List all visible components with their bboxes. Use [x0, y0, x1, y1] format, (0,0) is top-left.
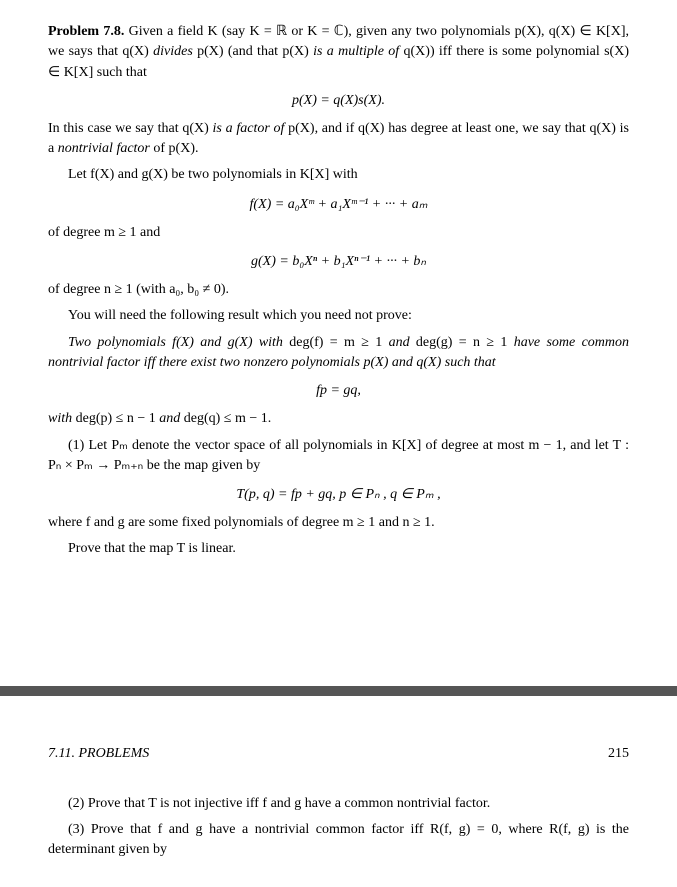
equation-fp-gq: fp = gq, [48, 383, 629, 399]
para-part-3: (3) Prove that f and g have a nontrivial… [48, 820, 629, 861]
term-factor-of: is a factor of [213, 121, 285, 136]
equation-f: f(X) = a₀Xᵐ + a₁Xᵐ⁻¹ + ··· + aₘ [48, 196, 629, 213]
section-title: 7.11. PROBLEMS [48, 746, 149, 762]
term-nontrivial-factor: nontrivial factor [58, 141, 150, 156]
with-math-2: deg(q) ≤ m − 1. [180, 411, 271, 426]
term-multiple-of: is a multiple of [313, 44, 399, 59]
para-need-result: You will need the following result which… [48, 306, 629, 326]
with-math-1: deg(p) ≤ n − 1 [72, 411, 159, 426]
text-run: of p(X). [150, 141, 199, 156]
para-lemma: Two polynomials f(X) and g(X) with deg(f… [48, 333, 629, 374]
text-run: In this case we say that q(X) [48, 121, 213, 136]
page-2: 7.11. PROBLEMS 215 (2) Prove that T is n… [0, 696, 677, 887]
para-degree-n: of degree n ≥ 1 (with a₀, b₀ ≠ 0). [48, 280, 629, 300]
term-divides: divides [153, 44, 193, 59]
para-let: Let f(X) and g(X) be two polynomials in … [48, 165, 629, 185]
problem-statement-1: Problem 7.8. Given a field K (say K = ℝ … [48, 22, 629, 83]
para-part-2: (2) Prove that T is not injective iff f … [48, 794, 629, 814]
with-text-1: with [48, 411, 72, 426]
page-number: 215 [608, 746, 629, 762]
lemma-math-2: deg(g) = n ≥ 1 [410, 335, 514, 350]
text-run: p(X) (and that p(X) [193, 44, 313, 59]
page-header: 7.11. PROBLEMS 215 [48, 746, 629, 762]
para-prove-linear: Prove that the map T is linear. [48, 539, 629, 559]
para-with-deg: with deg(p) ≤ n − 1 and deg(q) ≤ m − 1. [48, 409, 629, 429]
lemma-text-1: Two polynomials f(X) and g(X) with [68, 335, 283, 350]
para-degree-m: of degree m ≥ 1 and [48, 223, 629, 243]
problem-number: Problem 7.8. [48, 24, 124, 39]
lemma-text-2: and [389, 335, 410, 350]
equation-g: g(X) = b₀Xⁿ + b₁Xⁿ⁻¹ + ··· + bₙ [48, 253, 629, 270]
page-separator [0, 686, 677, 696]
equation-1: p(X) = q(X)s(X). [48, 93, 629, 109]
lemma-math-1: deg(f) = m ≥ 1 [283, 335, 389, 350]
para-where: where f and g are some fixed polynomials… [48, 513, 629, 533]
equation-T: T(p, q) = fp + gq, p ∈ Pₙ , q ∈ Pₘ , [48, 486, 629, 503]
problem-statement-2: In this case we say that q(X) is a facto… [48, 119, 629, 160]
page-1: Problem 7.8. Given a field K (say K = ℝ … [0, 0, 677, 686]
para-part-1: (1) Let Pₘ denote the vector space of al… [48, 436, 629, 477]
with-text-2: and [159, 411, 180, 426]
